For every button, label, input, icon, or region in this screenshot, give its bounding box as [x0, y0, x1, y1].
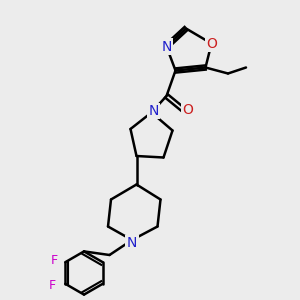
Text: F: F — [51, 254, 58, 267]
Text: N: N — [149, 104, 159, 118]
Text: F: F — [49, 279, 56, 292]
Text: N: N — [127, 236, 137, 250]
Text: O: O — [182, 103, 193, 116]
Text: O: O — [206, 37, 217, 50]
Text: N: N — [161, 40, 172, 53]
